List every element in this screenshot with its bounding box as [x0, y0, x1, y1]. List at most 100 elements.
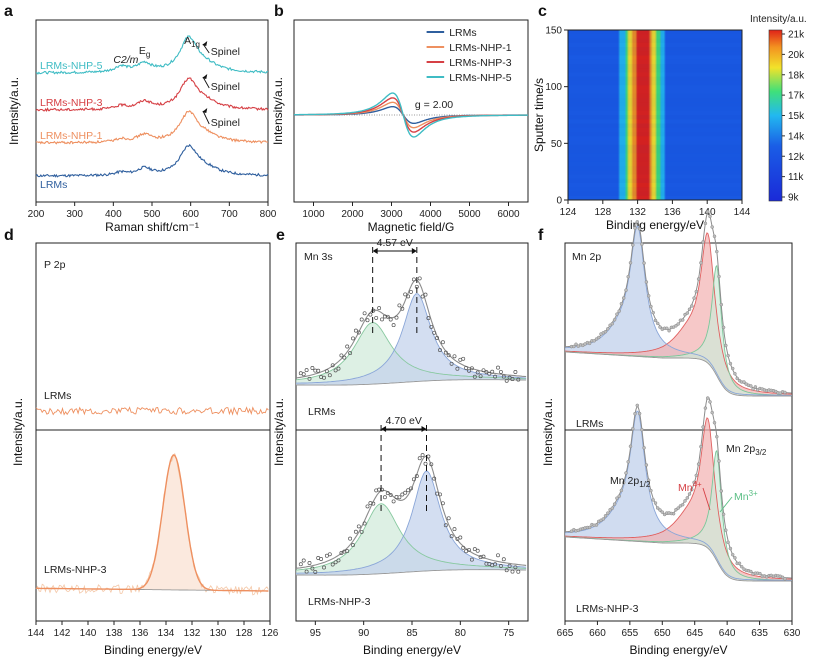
- mn2p-data-point: [633, 226, 637, 230]
- mn3s-data-point: [345, 549, 350, 554]
- mn3s-data-point: [322, 375, 326, 380]
- mn2p-data-point: [703, 406, 708, 410]
- raman-annot-spinel: Spinel: [211, 117, 240, 129]
- mn2p-mn4-line: [565, 417, 792, 580]
- p2p-label-nhp3: LRMs-NHP-3: [44, 564, 107, 576]
- panel-f-xtick-label: 650: [654, 628, 671, 639]
- panel-a-xtick-label: 500: [144, 209, 161, 220]
- mn3s-data-point: [438, 492, 442, 497]
- mn3s-data-point: [304, 368, 309, 373]
- mn2p-label-p32-main: Mn 2p: [726, 443, 755, 455]
- mn3s-data-point: [403, 490, 408, 495]
- heatmap-row-shade: [568, 195, 742, 200]
- mn2p-mn4-line: [565, 232, 792, 395]
- mn2p-data-point: [658, 325, 662, 329]
- mn3s-data-point: [472, 374, 477, 379]
- raman-annot-a1g: A1g: [184, 35, 200, 49]
- heatmap-row-shade: [568, 102, 742, 107]
- mn3s-data-point: [475, 548, 480, 553]
- mn2p-data-point: [628, 444, 633, 449]
- mn2p-data-point: [676, 506, 680, 510]
- mn2p-data-point: [642, 446, 646, 450]
- mn3s-data-point: [353, 529, 358, 534]
- panel-a-xtick-label: 700: [221, 209, 238, 220]
- mn3s-data-point: [362, 311, 367, 316]
- mn3s-data-point: [516, 377, 521, 382]
- mn3s-data-point: [388, 492, 393, 497]
- mn3s-data-point: [440, 340, 445, 345]
- colorbar-tick-label: 21k: [788, 30, 805, 41]
- mn2p-data-point: [687, 492, 692, 496]
- mn3s-low-fill: [296, 293, 527, 386]
- mn3s-arrowhead-right: [421, 426, 427, 432]
- panel-a-label: a: [4, 3, 13, 20]
- mn3s-data-point: [501, 374, 506, 379]
- heatmap-row-shade: [568, 47, 742, 52]
- mn2p-data-point: [733, 556, 737, 560]
- mn3s-series-label: LRMs-NHP-3: [308, 596, 371, 608]
- colorbar-tick-label: 11k: [788, 172, 804, 183]
- mn3s-data-point: [432, 476, 437, 481]
- mn2p-data-point: [628, 261, 633, 265]
- mn2p-data-point: [680, 318, 685, 322]
- heatmap-row-shade: [568, 166, 742, 171]
- mn3s-data-point: [467, 547, 471, 552]
- mn3s-data-point: [414, 474, 419, 479]
- mn2p-data-point: [655, 321, 660, 326]
- heatmap-row-shade: [568, 55, 742, 60]
- raman-spinel-arrow: [202, 76, 210, 89]
- heatmap-row-shade: [568, 85, 742, 90]
- heatmap-row-shade: [568, 93, 742, 98]
- mn3s-data-point: [423, 461, 428, 466]
- heatmap-row-shade: [568, 157, 742, 162]
- panel-c-frame: [567, 29, 743, 201]
- mn3s-data-point: [397, 495, 402, 500]
- mn3s-high-fill: [296, 503, 527, 576]
- panel-a-xtick-label: 300: [66, 209, 83, 220]
- mn2p-data-point: [735, 376, 739, 381]
- mn2p-data-point: [594, 523, 599, 527]
- mn3s-data-point: [420, 294, 425, 299]
- mn2p-data-point: [715, 434, 719, 439]
- epr-legend-label: LRMs-NHP-1: [449, 42, 512, 54]
- panel-b-ylabel: Intensity/a.u.: [271, 77, 285, 145]
- mn2p-data-point: [712, 234, 717, 239]
- mn2p-label-p32: Mn 2p3/2: [726, 443, 767, 457]
- heatmap-row-shade: [568, 127, 742, 132]
- mn2p-data-point: [683, 499, 687, 503]
- mn3s-data-point: [388, 317, 393, 322]
- panel-d-ylabel: Intensity/a.u.: [11, 398, 25, 466]
- mn3s-data-point: [365, 504, 370, 509]
- panel-f-xtick-label: 640: [719, 628, 736, 639]
- mn2p-data-point: [640, 242, 644, 246]
- raman-series-label: LRMs-NHP-1: [40, 130, 103, 142]
- mn2p-data-point: [612, 318, 617, 322]
- heatmap-row-shade: [568, 106, 742, 111]
- panel-f-xtick-label: 655: [622, 628, 639, 639]
- mn2p-data-point: [696, 277, 701, 281]
- mn3s-data-point: [443, 523, 448, 528]
- panel-b: b 1000 2000 3000 4000 5000 6000 Magnetic field/…: [271, 3, 529, 234]
- mn3s-data-point: [475, 370, 480, 375]
- heatmap-body: [568, 30, 742, 200]
- mn2p-data-point: [680, 502, 685, 507]
- mn3s-data-point: [371, 308, 376, 313]
- mn3s-data-point: [348, 536, 353, 541]
- raman-annot-a1g-main: A: [184, 35, 191, 47]
- panel-c-ytick-label: 150: [545, 26, 562, 37]
- mn3s-data-point: [458, 535, 463, 540]
- mn2p-data-point: [737, 561, 742, 566]
- mn3s-data-point: [446, 516, 451, 521]
- panel-d-frame: [35, 242, 271, 622]
- mn2p-background: [564, 351, 792, 397]
- colorbar-tick-label: 9k: [788, 193, 800, 204]
- panel-f-ylabel: Intensity/a.u.: [541, 398, 555, 466]
- mn3s-data-point: [409, 289, 413, 294]
- mn2p-data-point: [635, 403, 640, 408]
- mn2p-data-point: [649, 488, 653, 493]
- mn2p-data-point: [624, 288, 628, 292]
- mn2p-data-point: [619, 301, 624, 306]
- mn2p-data-point: [651, 498, 655, 502]
- panel-d-xtick-label: 130: [210, 628, 227, 639]
- mn2p-data-point: [603, 329, 608, 334]
